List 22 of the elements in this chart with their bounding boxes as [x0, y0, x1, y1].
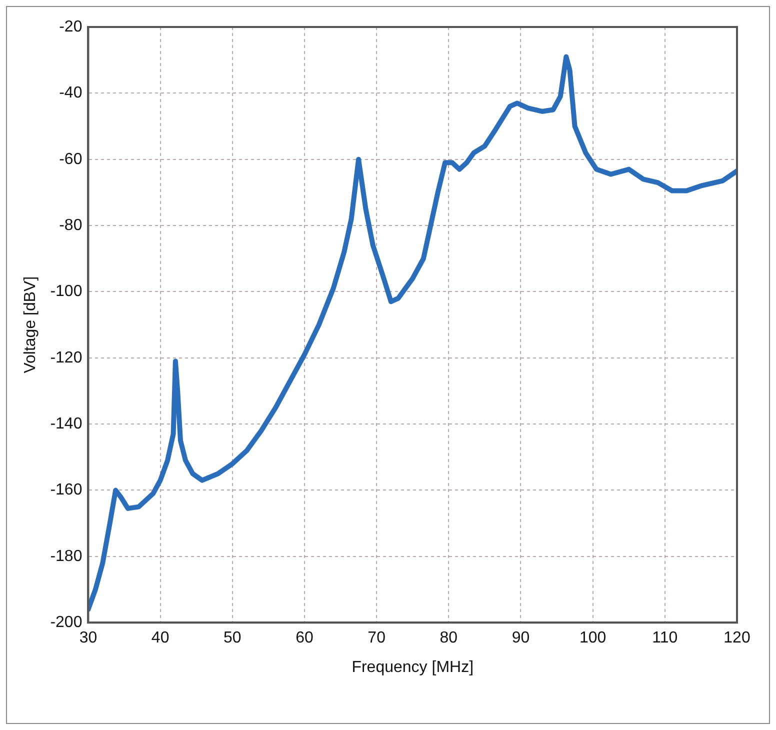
- x-tick-label: 30: [79, 630, 98, 647]
- x-tick-label: 40: [151, 630, 170, 647]
- y-tick-label: -120: [50, 349, 82, 366]
- x-tick-label: 80: [440, 630, 458, 647]
- y-axis-title: Voltage [dBV]: [22, 276, 40, 374]
- x-tick-label: 60: [296, 630, 314, 647]
- x-tick-label: 120: [724, 630, 750, 647]
- x-tick-label: 90: [512, 630, 530, 647]
- y-tick-label: -80: [59, 216, 82, 234]
- x-tick-label: 50: [224, 630, 242, 647]
- x-tick-label: 70: [368, 630, 386, 647]
- y-tick-label: -160: [50, 482, 82, 499]
- y-tick-label: -20: [59, 18, 82, 36]
- y-tick-label: -40: [59, 84, 82, 102]
- x-tick-label: 100: [579, 630, 606, 647]
- y-tick-label: -60: [59, 150, 82, 168]
- y-tick-label: -200: [50, 614, 82, 632]
- x-tick-label: 110: [652, 630, 678, 647]
- x-axis-title: Frequency [MHz]: [352, 658, 474, 676]
- y-tick-label: -100: [50, 283, 82, 300]
- y-tick-label: -140: [50, 415, 82, 432]
- y-tick-label: -180: [50, 548, 82, 565]
